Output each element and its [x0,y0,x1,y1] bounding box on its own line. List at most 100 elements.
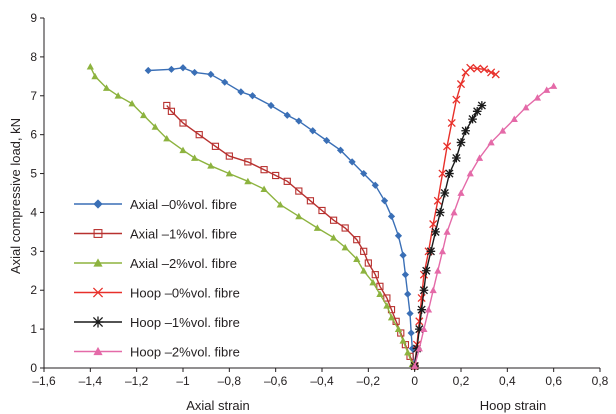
data-point [510,115,518,122]
legend-swatch-marker [92,316,104,328]
data-point [522,103,530,111]
data-point [295,212,303,220]
legend-swatch-marker [93,258,103,267]
data-point [225,169,233,177]
legend-swatch-marker [92,287,104,298]
data-point [457,189,465,196]
x-tick-label: 0,2 [453,374,470,388]
data-point [244,177,252,185]
data-point [487,138,495,146]
data-point [419,285,429,295]
data-point [295,187,303,195]
data-point [550,82,558,89]
data-point [407,329,415,337]
legend-label: Hoop –2%vol. fibre [130,345,240,360]
data-point [399,337,407,344]
series-5 [410,101,487,371]
data-point [364,259,372,267]
x-tick-label: –1,6 [32,374,56,388]
legend: Axial –0%vol. fibre Axial –1%vol. fibre Ax… [74,197,240,360]
data-point [387,212,396,220]
data-point [466,63,475,72]
data-point [225,152,233,160]
data-point [140,111,148,119]
data-point [412,344,422,353]
data-point [353,236,361,244]
data-point [445,169,454,178]
legend-item: Axial –2%vol. fibre [74,256,237,271]
data-point [190,154,199,161]
data-point [207,70,215,78]
data-point [404,290,412,298]
data-point [383,302,391,309]
series-4 [410,63,500,371]
data-point [91,72,99,80]
data-point [417,305,426,314]
data-point [438,247,447,255]
x-tick-label: –1,4 [79,374,103,388]
data-point [179,119,187,127]
x-tick-label: –1 [176,374,190,388]
y-tick-label: 9 [30,11,37,25]
data-point [128,99,136,107]
legend-swatch-marker [93,199,103,209]
data-point [309,127,317,135]
legend-swatch-marker [93,229,103,238]
legend-item: Hoop –1%vol. fibre [74,315,240,330]
y-tick-label: 8 [30,50,37,64]
data-point [323,136,331,145]
data-point [440,188,450,198]
data-point [499,127,507,134]
series-layer [86,63,558,371]
data-point [341,224,349,232]
legend-label: Hoop –1%vol. fibre [130,315,240,330]
data-point [376,282,384,290]
x-tick-label: 0,6 [545,374,562,388]
data-point [399,251,407,259]
series-6 [411,82,558,369]
data-point [431,227,440,237]
data-point [360,169,368,178]
data-point [167,65,176,73]
series-1 [144,64,419,370]
data-point [163,101,171,110]
data-point [179,64,187,72]
data-point [404,348,412,356]
data-point [167,107,176,115]
data-point [114,92,122,99]
data-point [420,325,428,332]
legend-label: Axial –0%vol. fibre [130,197,237,212]
data-point [380,197,389,205]
series-line [166,105,416,367]
data-point [480,65,489,74]
data-point [360,247,368,255]
x-axis-title-left: Axial strain [186,398,250,413]
data-point [456,80,466,89]
data-point [283,111,291,119]
y-tick-label: 6 [30,128,37,142]
data-point [411,362,419,369]
data-point [491,70,500,79]
data-point [318,206,326,215]
y-tick-label: 3 [30,244,37,258]
data-point [452,95,461,104]
data-point [475,154,484,161]
data-point [406,309,414,318]
data-point [443,142,452,151]
y-tick-label: 4 [30,205,37,219]
data-point [414,324,424,334]
data-point [341,243,349,251]
x-tick-label: –0,2 [357,374,381,388]
data-point [195,131,203,139]
data-point [348,158,356,166]
data-point [434,267,442,274]
legend-item: Hoop –2%vol. fibre [74,345,240,360]
legend-label: Axial –2%vol. fibre [130,256,237,271]
data-point [408,344,416,353]
data-point [461,126,470,136]
data-point [415,344,423,352]
data-point [276,201,284,208]
data-point [244,158,252,166]
data-point [433,196,442,205]
legend-label: Axial –1%vol. fibre [130,227,237,242]
